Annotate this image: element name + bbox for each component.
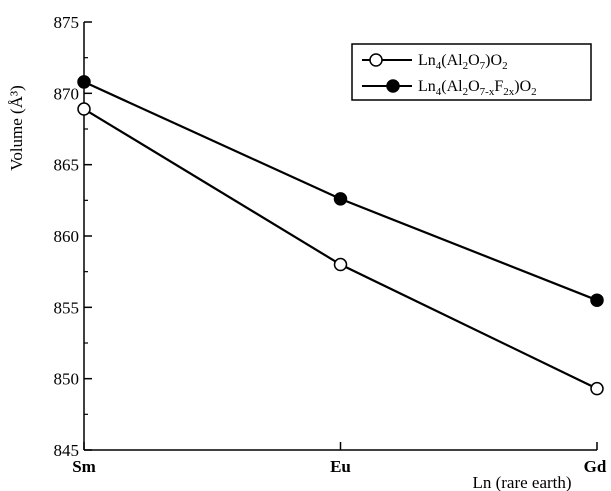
x-tick-label: Sm bbox=[72, 457, 96, 476]
x-axis-title: Ln (rare earth) bbox=[472, 473, 571, 491]
legend: Ln4(Al2O7)O2 Ln4(Al2O7-xF2x)O2 bbox=[351, 43, 592, 101]
series-line-1 bbox=[83, 108, 598, 390]
data-point-series-2 bbox=[333, 192, 348, 206]
data-point-series-2 bbox=[77, 75, 91, 89]
y-tick-label: 875 bbox=[54, 13, 80, 32]
y-tick-label: 870 bbox=[54, 84, 80, 103]
y-tick-label: 855 bbox=[54, 298, 80, 317]
y-axis-title: Volume (Å³) bbox=[7, 85, 26, 171]
series-layer bbox=[77, 75, 604, 396]
legend-label-series-1: Ln4(Al2O7)O2 bbox=[418, 52, 508, 72]
y-tick-label: 865 bbox=[54, 156, 80, 175]
y-tick-label: 845 bbox=[54, 441, 80, 460]
y-axis-title-text: Volume (Å³) bbox=[7, 85, 26, 171]
data-point-series-2 bbox=[590, 293, 604, 307]
y-tick-label: 850 bbox=[54, 370, 80, 389]
filled-circle-marker-icon bbox=[386, 79, 400, 93]
x-tick-label: Gd bbox=[584, 457, 607, 476]
open-circle-marker-icon bbox=[369, 53, 383, 67]
axes: 845 850 855 860 865 870 875 Sm Eu Gd bbox=[54, 13, 607, 476]
y-tick-label: 860 bbox=[54, 227, 80, 246]
data-point-series-1 bbox=[333, 257, 348, 272]
x-tick-label: Eu bbox=[330, 457, 351, 476]
legend-item-series-1: Ln4(Al2O7)O2 bbox=[362, 52, 508, 72]
data-point-series-1 bbox=[590, 381, 604, 396]
data-point-series-1 bbox=[77, 102, 91, 116]
